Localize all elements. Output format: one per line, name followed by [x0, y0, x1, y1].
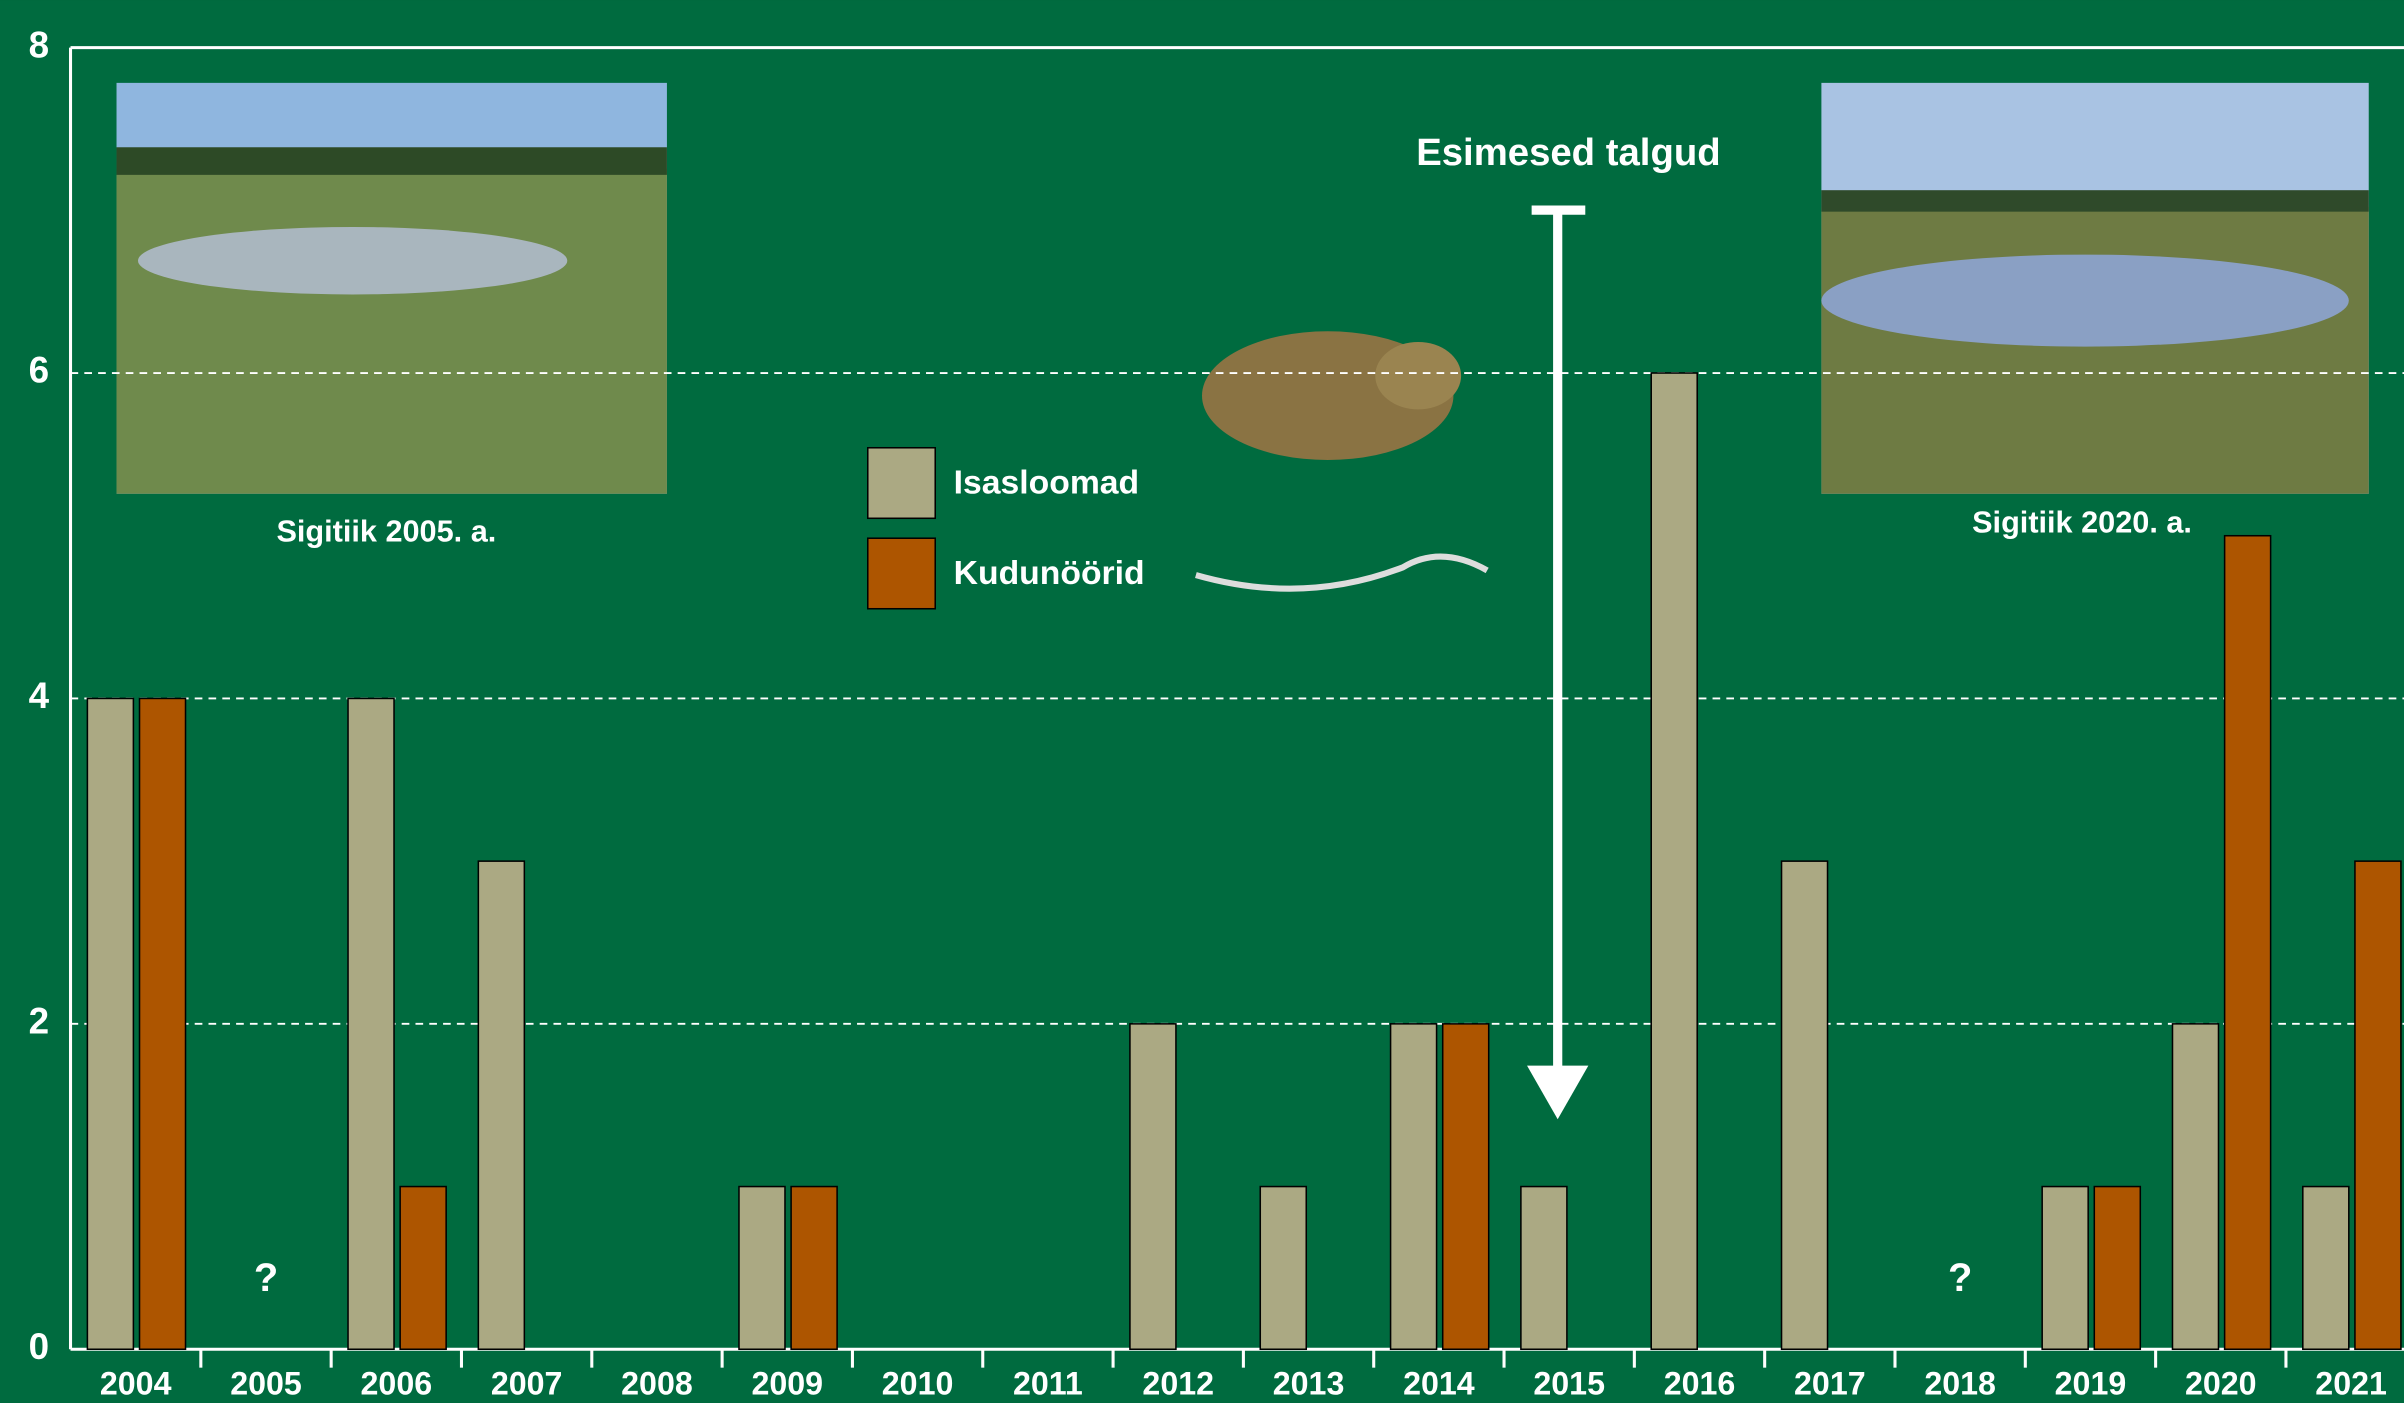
photo-2005 — [117, 83, 667, 494]
bar — [400, 1187, 446, 1350]
bar — [87, 698, 133, 1349]
x-tick-label: 2021 — [2315, 1366, 2387, 1402]
x-tick-label: 2013 — [1273, 1366, 1345, 1402]
bar — [791, 1187, 837, 1350]
x-tick-label: 2017 — [1794, 1366, 1866, 1402]
photo-caption: Sigitiik 2005. a. — [276, 515, 496, 549]
bar — [1130, 1024, 1176, 1349]
page: Sigitiik 2005. a. Sigitiik 2020. a. Esim… — [0, 0, 2404, 1403]
bar — [2172, 1024, 2218, 1349]
x-tick-label: 2004 — [100, 1366, 172, 1402]
photo-water — [1821, 255, 2348, 347]
bar — [1443, 1024, 1489, 1349]
unknown-marker: ? — [1948, 1256, 1972, 1300]
photo-ground — [1821, 207, 2368, 494]
photo-caption: Sigitiik 2020. a. — [1972, 506, 2192, 540]
toad-head — [1375, 342, 1461, 409]
bar — [140, 698, 186, 1349]
x-tick-label: 2016 — [1664, 1366, 1736, 1402]
x-tick-label: 2020 — [2185, 1366, 2257, 1402]
photo-ground — [117, 169, 667, 494]
bar — [1521, 1187, 1567, 1350]
y-tick-label: 8 — [29, 24, 49, 65]
bar — [348, 698, 394, 1349]
bar — [1260, 1187, 1306, 1350]
x-tick-label: 2009 — [751, 1366, 823, 1402]
photo-2020 — [1821, 83, 2368, 494]
photo-water — [138, 227, 567, 294]
arrow-label: Esimesed talgud — [1416, 131, 1720, 174]
bar — [2042, 1187, 2088, 1350]
bar — [478, 861, 524, 1349]
x-tick-label: 2018 — [1924, 1366, 1996, 1402]
x-tick-label: 2012 — [1142, 1366, 1214, 1402]
x-tick-label: 2011 — [1013, 1366, 1083, 1402]
y-tick-label: 6 — [29, 350, 49, 391]
bar — [1651, 373, 1697, 1349]
bar — [2094, 1187, 2140, 1350]
unknown-marker: ? — [254, 1256, 278, 1300]
bar — [1391, 1024, 1437, 1349]
legend-swatch — [868, 538, 935, 609]
x-tick-label: 2019 — [2055, 1366, 2127, 1402]
y-tick-label: 2 — [29, 1001, 49, 1042]
x-tick-label: 2006 — [361, 1366, 433, 1402]
y-tick-label: 0 — [29, 1326, 49, 1367]
chart: Sigitiik 2005. a. Sigitiik 2020. a. Esim… — [0, 0, 2404, 1403]
bar — [2355, 861, 2401, 1349]
bar — [2303, 1187, 2349, 1350]
x-tick-label: 2008 — [621, 1366, 693, 1402]
x-tick-label: 2005 — [230, 1366, 302, 1402]
x-tick-label: 2015 — [1533, 1366, 1605, 1402]
bar — [1782, 861, 1828, 1349]
bar — [739, 1187, 785, 1350]
legend-label: Kudunöörid — [954, 554, 1145, 592]
legend-swatch — [868, 448, 935, 519]
photo-trees — [117, 147, 667, 175]
photo-trees — [1821, 190, 2368, 211]
bar — [2225, 536, 2271, 1350]
x-tick-label: 2007 — [491, 1366, 563, 1402]
x-tick-label: 2010 — [882, 1366, 954, 1402]
y-tick-label: 4 — [29, 675, 50, 716]
x-tick-label: 2014 — [1403, 1366, 1475, 1402]
legend-label: Isasloomad — [954, 463, 1140, 501]
